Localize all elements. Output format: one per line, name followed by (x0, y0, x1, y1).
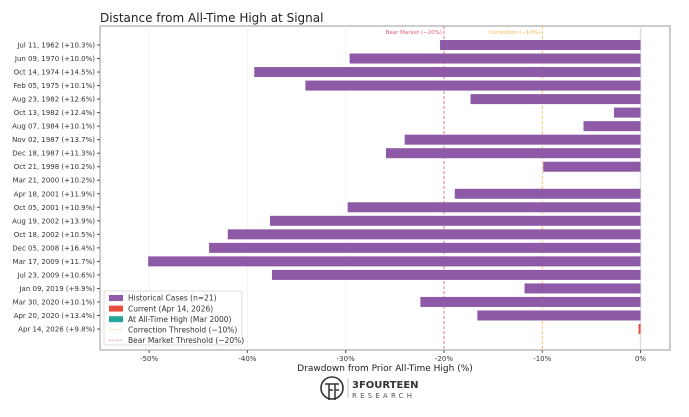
y-tick-label: Feb 05, 1975 (+10.1%) (13, 82, 95, 90)
bar (638, 324, 641, 334)
threshold-label: Bear Market (−20%) (386, 30, 442, 36)
y-tick-label: Dec 18, 1987 (+11.3%) (12, 150, 95, 158)
threshold-label: Correction (−10%) (489, 30, 540, 36)
bar (583, 121, 641, 132)
y-tick-label: Jun 09, 1970 (+10.0%) (14, 55, 95, 63)
y-tick-label: Oct 14, 1974 (+14.5%) (14, 69, 96, 77)
logo-mark-icon (320, 376, 344, 400)
x-tick-label: -40% (238, 355, 256, 363)
bar (470, 94, 641, 105)
y-tick-label: Oct 21, 1998 (+10.2%) (14, 163, 96, 171)
y-tick-label: Oct 13, 1982 (+12.4%) (14, 109, 96, 117)
bar (420, 296, 641, 307)
y-tick-label: Mar 21, 2000 (+10.2%) (13, 177, 96, 185)
logo-name: 3FOURTEEN (352, 380, 419, 391)
y-tick-label: Apr 18, 2001 (+11.9%) (14, 190, 96, 198)
threshold-lines: Bear Market (−20%) Correction (−10%) (386, 26, 543, 350)
x-tick-label: -50% (140, 355, 158, 363)
legend-label: Bear Market Threshold (−20%) (128, 336, 244, 345)
bar (347, 202, 641, 213)
bar (227, 229, 641, 240)
y-tick-label: Aug 07, 1984 (+10.1%) (12, 123, 95, 131)
bar (404, 134, 641, 145)
x-tick-label: -20% (435, 355, 453, 363)
bar (349, 53, 641, 64)
bar (209, 242, 641, 253)
x-axis-label: Drawdown from Prior All-Time High (%) (297, 364, 473, 374)
legend-swatch (109, 295, 123, 301)
legend-box (103, 290, 243, 346)
legend: Historical Cases (n=21)Current (Apr 14, … (103, 290, 244, 346)
y-tick-label: Mar 17, 2009 (+11.7%) (13, 258, 96, 266)
bars (148, 40, 641, 334)
legend-label: Current (Apr 14, 2026) (128, 304, 213, 313)
bar (543, 161, 641, 172)
y-tick-label: Aug 23, 1982 (+12.6%) (12, 96, 95, 104)
bar (440, 40, 641, 50)
x-tick-label: 0% (635, 355, 646, 363)
x-tick-label: -30% (337, 355, 355, 363)
y-tick-label: Jan 09, 2019 (+9.9%) (18, 285, 95, 293)
legend-swatch (109, 305, 123, 312)
chart-title: Distance from All-Time High at Signal (100, 11, 323, 25)
bar (270, 215, 641, 226)
y-tick-label: Jul 11, 1962 (+10.3%) (16, 42, 95, 50)
y-tick-labels: Jul 11, 1962 (+10.3%) Jun 09, 1970 (+10.0… (12, 42, 100, 334)
y-tick-label: Nov 02, 1987 (+13.7%) (12, 136, 95, 144)
bar (613, 107, 641, 118)
bar (148, 256, 641, 267)
bar (385, 148, 641, 159)
legend-label: At All-Time High (Mar 2000) (128, 315, 232, 324)
bar (477, 310, 641, 321)
logo: 3FOURTEEN RESEARCH (320, 376, 419, 400)
y-tick-label: Apr 20, 2020 (+13.4%) (14, 312, 96, 320)
legend-label: Correction Threshold (−10%) (128, 326, 237, 335)
bar (305, 80, 641, 91)
y-tick-label: Dec 05, 2008 (+16.4%) (12, 244, 95, 252)
logo-sub: RESEARCH (352, 392, 415, 400)
legend-label: Historical Cases (n=21) (128, 294, 217, 303)
bar (271, 269, 641, 280)
y-tick-label: Oct 18, 2002 (+10.5%) (14, 231, 96, 239)
x-tick-label: -10% (533, 355, 551, 363)
y-tick-label: Oct 05, 2001 (+10.9%) (14, 204, 96, 212)
bar (524, 283, 641, 294)
bar (254, 67, 641, 78)
y-tick-label: Aug 19, 2002 (+13.9%) (12, 217, 95, 225)
y-tick-label: Apr 14, 2026 (+9.8%) (18, 326, 95, 334)
x-tick-labels: -50% -40% -30% -20% -10% 0% (140, 350, 646, 363)
legend-swatch (109, 316, 123, 323)
bar (454, 188, 641, 199)
y-tick-label: Mar 30, 2020 (+10.1%) (13, 298, 96, 306)
y-tick-label: Jul 23, 2009 (+10.6%) (16, 271, 95, 279)
